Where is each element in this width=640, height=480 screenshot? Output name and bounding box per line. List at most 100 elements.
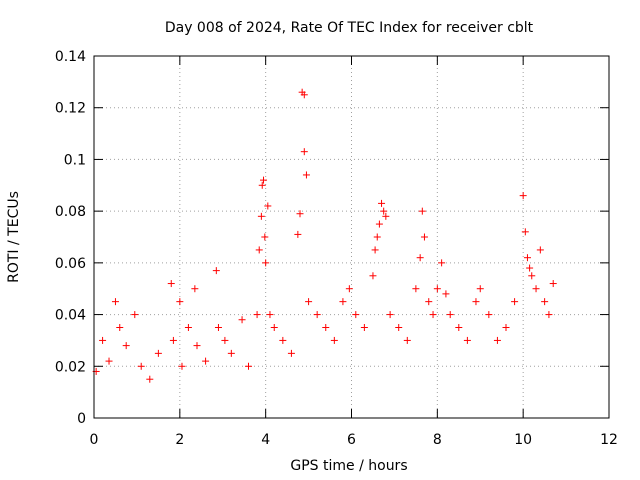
axis-ticks [93,55,610,419]
y-tick-label: 0.04 [55,308,86,324]
data-point [511,298,519,306]
data-point [549,280,557,288]
data-point [369,272,377,280]
y-tick-label: 0.14 [55,49,86,65]
data-point [526,264,534,272]
y-tick-label: 0.08 [55,204,86,220]
data-point [345,285,353,293]
data-point [146,375,154,383]
data-point [322,324,330,331]
grid-lines [94,56,609,418]
data-point [169,336,177,344]
data-point [378,199,386,207]
data-point [176,298,184,306]
data-point [302,171,310,179]
data-point [122,342,130,350]
data-point [536,246,544,254]
data-point [260,176,268,184]
data-point [485,311,493,319]
data-point [193,342,201,350]
data-point [137,362,145,370]
data-point [373,233,381,241]
data-point [541,298,549,306]
data-point [545,311,553,319]
data-point [270,324,278,331]
x-tick-label: 8 [433,432,442,448]
data-point [154,349,162,357]
data-point [502,324,510,331]
data-point [221,336,229,344]
data-point [528,272,536,280]
data-point [438,259,446,267]
x-tick-label: 2 [175,432,184,448]
y-tick-label: 0.1 [64,152,86,168]
data-point [99,336,107,344]
data-point [238,316,246,324]
y-axis-label: ROTI / TECUs [6,191,22,283]
data-point [352,311,360,319]
data-point [305,298,313,306]
data-point [105,357,113,365]
data-point [476,285,484,293]
data-point [412,285,420,293]
data-point [116,324,124,331]
data-point [184,324,192,331]
data-point [313,311,321,319]
data-point [191,285,199,293]
data-point [519,192,527,200]
x-tick-label: 0 [90,432,99,448]
data-point [416,254,424,262]
data-point [446,311,454,319]
data-point [425,298,433,306]
data-point [202,357,210,365]
data-point [279,336,287,344]
x-tick-label: 12 [600,432,618,448]
data-point [523,254,531,262]
data-point [257,212,265,220]
data-point [395,324,403,331]
data-point [261,233,269,241]
chart-title: Day 008 of 2024, Rate Of TEC Index for r… [165,20,534,36]
data-point [296,210,304,218]
data-point [339,298,347,306]
data-point [330,336,338,344]
data-point [360,324,368,331]
data-point [258,181,266,189]
axis-tick-labels: 0 0.02 0.04 0.06 0.08 0.1 0.12 0.14 0 2 4 6 8 10 12 [55,49,618,448]
data-point [294,230,302,238]
data-point [532,285,540,293]
data-point [493,336,501,344]
y-tick-label: 0.02 [55,359,86,375]
data-point [521,228,529,236]
data-point [433,285,441,293]
data-point [266,311,274,319]
data-point [455,324,463,331]
x-axis-label: GPS time / hours [290,458,407,474]
data-point [214,324,222,331]
data-point [255,246,263,254]
data-point [386,311,394,319]
data-point [264,202,272,210]
data-point [178,362,186,370]
x-tick-label: 10 [514,432,532,448]
data-points [92,88,557,383]
data-point [375,220,383,228]
data-point [300,91,308,99]
x-tick-label: 4 [261,432,270,448]
data-point [245,362,252,370]
data-point [463,336,471,344]
data-point [227,349,235,357]
data-point [380,207,388,215]
y-tick-label: 0.12 [55,101,86,117]
data-point [212,267,220,275]
data-point [262,259,270,267]
data-point [111,298,119,306]
y-tick-label: 0.06 [55,256,86,272]
data-point [371,246,379,254]
data-point [429,311,437,319]
data-point [253,311,261,319]
data-point [442,290,450,298]
data-point [167,280,175,288]
data-point [382,212,390,220]
